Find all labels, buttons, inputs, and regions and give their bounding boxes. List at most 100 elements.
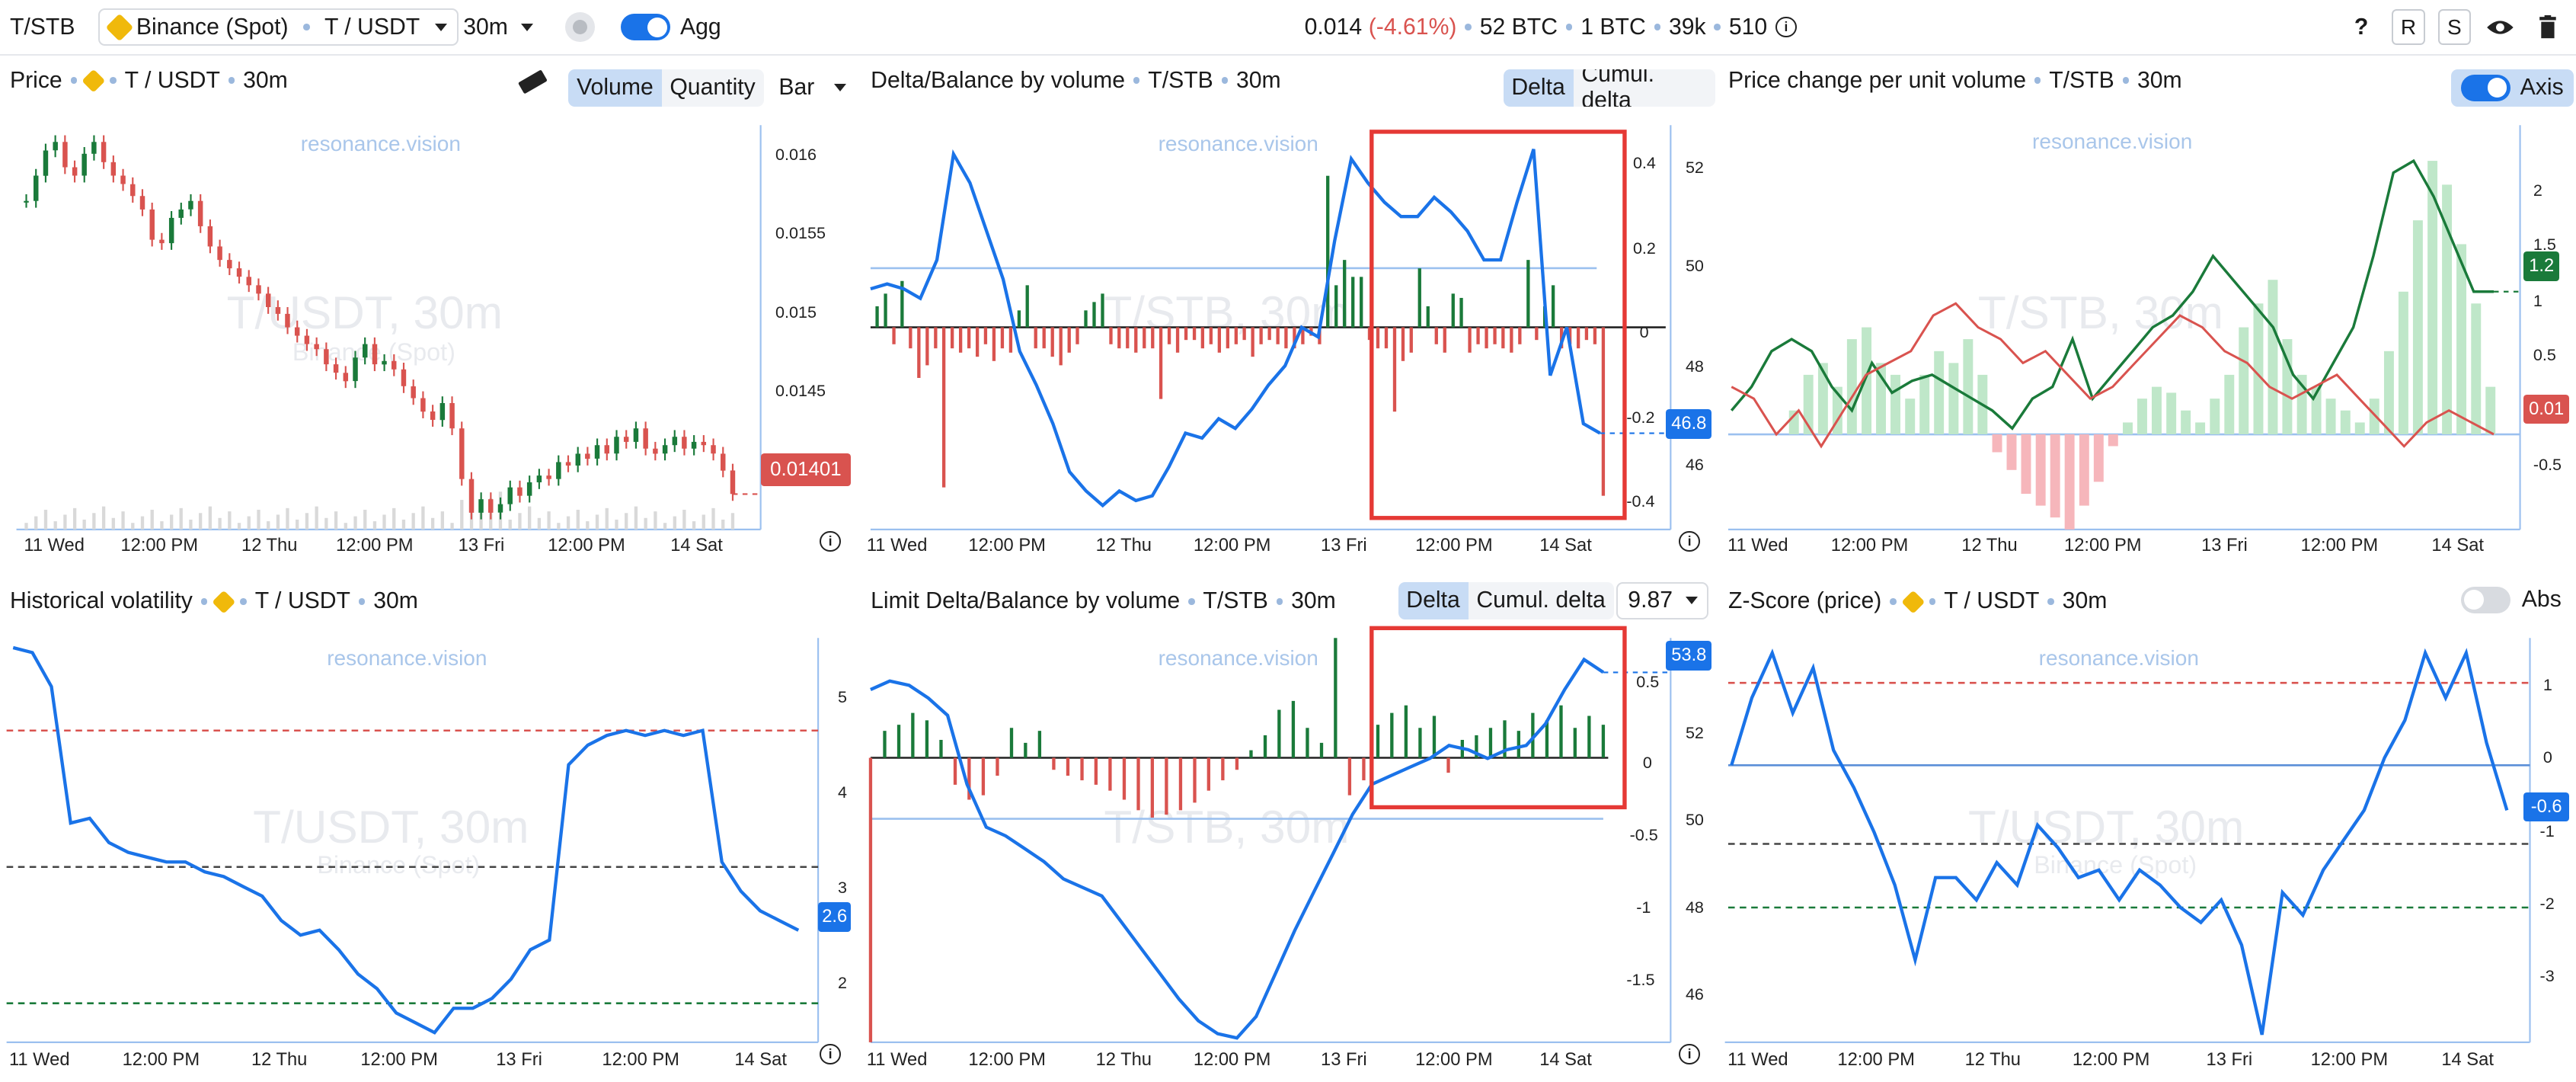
y-tick: 0.0145 xyxy=(775,381,826,401)
delta-bar xyxy=(875,306,879,328)
cumul-delta-option[interactable]: Cumul. delta xyxy=(1468,581,1614,620)
delta-bar xyxy=(1376,327,1380,348)
limit-panel-header: Limit Delta/Balance by volume T/STB 30m xyxy=(871,580,1336,623)
delta-bar xyxy=(1109,327,1113,344)
hv-chart[interactable] xyxy=(0,572,858,1082)
panel-symbol: T / USDT xyxy=(1944,588,2040,614)
y-tick: 0.015 xyxy=(775,302,817,322)
volume-bar xyxy=(160,520,164,530)
trash-icon[interactable] xyxy=(2538,0,2558,54)
help-button[interactable]: ? xyxy=(2354,14,2369,40)
exchange-symbol-select[interactable]: Binance (Spot) T / USDT xyxy=(98,8,459,46)
axis-toggle[interactable] xyxy=(2461,75,2510,101)
green-last-badge: 1.2 xyxy=(2523,251,2560,281)
timeframe-select[interactable]: 30m xyxy=(453,0,534,54)
info-icon[interactable]: i xyxy=(1775,16,1797,38)
limit-delta-bar xyxy=(1277,709,1281,758)
volume-bar xyxy=(673,516,676,530)
limit-delta-bar xyxy=(981,757,986,795)
candle-body xyxy=(217,246,222,260)
y-tick: -0.5 xyxy=(1629,824,1658,844)
candle-body xyxy=(604,444,609,453)
delta-bar xyxy=(1168,327,1171,344)
info-icon[interactable]: i xyxy=(1679,530,1701,552)
candle-body xyxy=(643,427,648,449)
pcv-bar xyxy=(2006,434,2017,470)
volume-bar xyxy=(324,517,328,530)
x-tick: 12:00 PM xyxy=(122,1050,200,1071)
record-icon[interactable] xyxy=(564,12,595,42)
agg-toggle[interactable] xyxy=(621,14,670,40)
limit-delta-bar xyxy=(1080,757,1084,780)
delta-bar xyxy=(942,327,946,488)
delta-bar xyxy=(1209,327,1213,344)
delta-bar xyxy=(1468,327,1472,353)
chart-type-select[interactable]: Bar xyxy=(769,69,856,107)
pcv-bar xyxy=(2021,434,2031,494)
pcv-bar xyxy=(2413,219,2423,434)
limit-delta-bar xyxy=(868,757,873,1042)
delta-bar xyxy=(1251,327,1254,357)
info-icon[interactable]: i xyxy=(820,530,841,552)
limit-delta-bar xyxy=(1052,757,1056,770)
r-button[interactable]: R xyxy=(2392,8,2425,46)
volume-bar xyxy=(72,507,77,530)
pair-label: T/STB xyxy=(9,14,75,40)
candle-body xyxy=(159,239,165,243)
pcv-bar xyxy=(2485,386,2496,434)
delta-bar xyxy=(1476,327,1480,344)
delta-bar xyxy=(1200,327,1205,348)
delta-bar xyxy=(1334,284,1338,328)
y-tick: 0.016 xyxy=(775,144,817,164)
delta-bar xyxy=(1326,175,1330,328)
brand-watermark: resonance.vision xyxy=(327,645,487,670)
x-tick: 12:00 PM xyxy=(1415,1050,1493,1071)
x-tick: 12:00 PM xyxy=(1193,536,1271,556)
quantity-option[interactable]: Quantity xyxy=(661,69,764,107)
pcv-chart[interactable] xyxy=(1718,59,2576,565)
delta-panel: Delta/Balance by volume T/STB 30m Delta … xyxy=(861,59,1715,565)
y-tick: 0.0155 xyxy=(775,223,826,243)
delta-option[interactable]: Delta xyxy=(1398,581,1469,620)
cumulative-delta-line xyxy=(870,148,1601,507)
delta-bar xyxy=(959,327,963,353)
info-icon[interactable]: i xyxy=(1679,1043,1701,1065)
price-chart[interactable] xyxy=(0,59,858,565)
separator-dot xyxy=(240,598,247,605)
eye-icon[interactable] xyxy=(2485,0,2515,54)
limit-delta-bar xyxy=(967,757,971,800)
x-tick: 13 Fri xyxy=(2201,536,2248,556)
delta-bar xyxy=(1143,327,1146,348)
delta-bar xyxy=(1426,306,1430,328)
delta-bar xyxy=(909,327,912,348)
zscore-chart[interactable] xyxy=(1718,572,2576,1082)
s-button[interactable]: S xyxy=(2437,8,2471,46)
delta-bar xyxy=(1501,327,1505,348)
cumul-delta-option[interactable]: Cumul. delta xyxy=(1573,69,1715,107)
separator-dot xyxy=(302,24,310,30)
panel-title: Limit Delta/Balance by volume xyxy=(871,588,1181,614)
hv-panel: Historical volatility T / USDT 30m reson… xyxy=(0,571,858,1082)
last-value-badge: -0.6 xyxy=(2523,792,2570,822)
y-tick: 0.5 xyxy=(1636,672,1660,692)
volume-bar xyxy=(43,509,48,530)
delta-bar xyxy=(1385,327,1389,348)
info-icon[interactable]: i xyxy=(820,1043,841,1065)
volume-bar xyxy=(528,506,532,530)
y-tick: 0.2 xyxy=(1632,238,1656,258)
delta-bar xyxy=(1059,327,1063,366)
volume-option[interactable]: Volume xyxy=(568,69,662,107)
volume-bar xyxy=(247,516,251,530)
threshold-select[interactable]: 9.87 xyxy=(1616,581,1709,620)
delta-option[interactable]: Delta xyxy=(1503,69,1574,107)
x-tick: 13 Fri xyxy=(496,1050,542,1071)
delta-bar xyxy=(967,327,971,348)
volume-bar xyxy=(131,522,135,530)
y-tick: -1 xyxy=(1636,897,1651,917)
candle-body xyxy=(294,327,300,336)
limit-delta-chart[interactable] xyxy=(861,572,1715,1082)
abs-toggle[interactable] xyxy=(2461,587,2510,613)
delta-bar xyxy=(1510,327,1513,353)
delta-chart[interactable] xyxy=(861,59,1715,565)
x-tick: 11 Wed xyxy=(1727,536,1788,556)
